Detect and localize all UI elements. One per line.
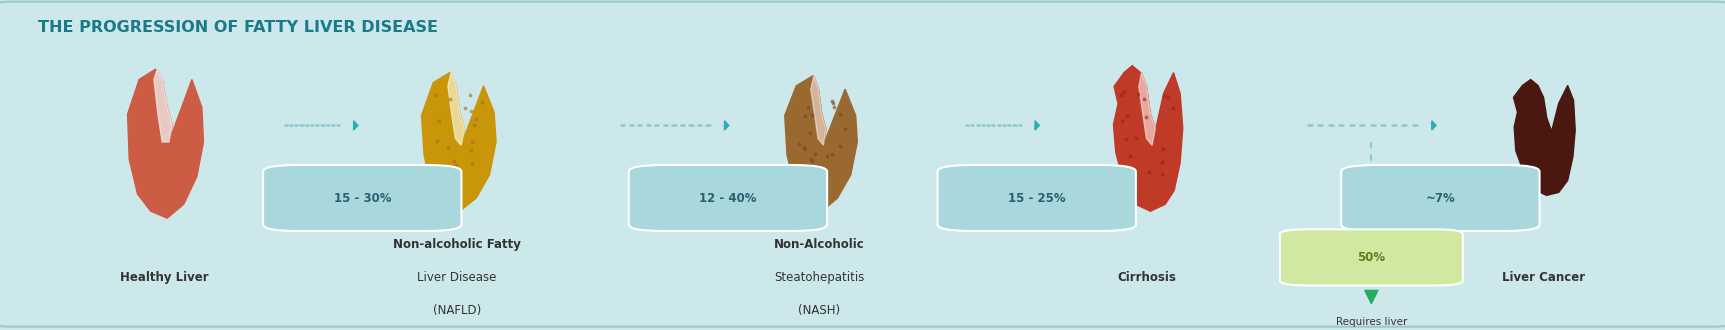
Polygon shape: [811, 76, 826, 145]
Polygon shape: [154, 69, 173, 142]
Text: 50%: 50%: [1358, 251, 1385, 264]
Text: THE PROGRESSION OF FATTY LIVER DISEASE: THE PROGRESSION OF FATTY LIVER DISEASE: [38, 20, 438, 35]
Polygon shape: [1138, 73, 1156, 145]
Text: Healthy Liver: Healthy Liver: [119, 271, 209, 284]
Polygon shape: [448, 73, 464, 145]
Polygon shape: [448, 73, 464, 145]
Polygon shape: [1364, 290, 1378, 304]
Text: Liver Cancer: Liver Cancer: [1502, 271, 1585, 284]
Text: 15 - 25%: 15 - 25%: [1007, 191, 1066, 205]
Text: Cirrhosis: Cirrhosis: [1118, 271, 1176, 284]
Text: Steatohepatitis: Steatohepatitis: [775, 271, 864, 284]
FancyBboxPatch shape: [1280, 229, 1463, 285]
FancyBboxPatch shape: [262, 165, 461, 231]
Polygon shape: [811, 76, 826, 145]
Text: Requires liver: Requires liver: [1335, 317, 1408, 327]
Text: ~7%: ~7%: [1425, 191, 1456, 205]
Text: (NASH): (NASH): [799, 304, 840, 317]
Polygon shape: [1138, 73, 1156, 145]
Text: 12 - 40%: 12 - 40%: [699, 191, 757, 205]
Text: Liver Disease: Liver Disease: [417, 271, 497, 284]
Text: (NAFLD): (NAFLD): [433, 304, 481, 317]
Polygon shape: [1035, 121, 1038, 130]
FancyBboxPatch shape: [938, 165, 1135, 231]
Polygon shape: [785, 76, 857, 211]
Polygon shape: [354, 121, 357, 130]
Polygon shape: [1513, 80, 1575, 195]
Text: 15 - 30%: 15 - 30%: [333, 191, 392, 205]
Polygon shape: [154, 69, 173, 142]
FancyBboxPatch shape: [1342, 165, 1539, 231]
Polygon shape: [128, 69, 204, 218]
Polygon shape: [421, 73, 497, 211]
Polygon shape: [1113, 66, 1183, 211]
FancyBboxPatch shape: [628, 165, 826, 231]
Text: Non-alcoholic Fatty: Non-alcoholic Fatty: [393, 238, 521, 251]
Polygon shape: [1432, 121, 1435, 130]
Text: Non-Alcoholic: Non-Alcoholic: [775, 238, 864, 251]
Polygon shape: [724, 121, 728, 130]
